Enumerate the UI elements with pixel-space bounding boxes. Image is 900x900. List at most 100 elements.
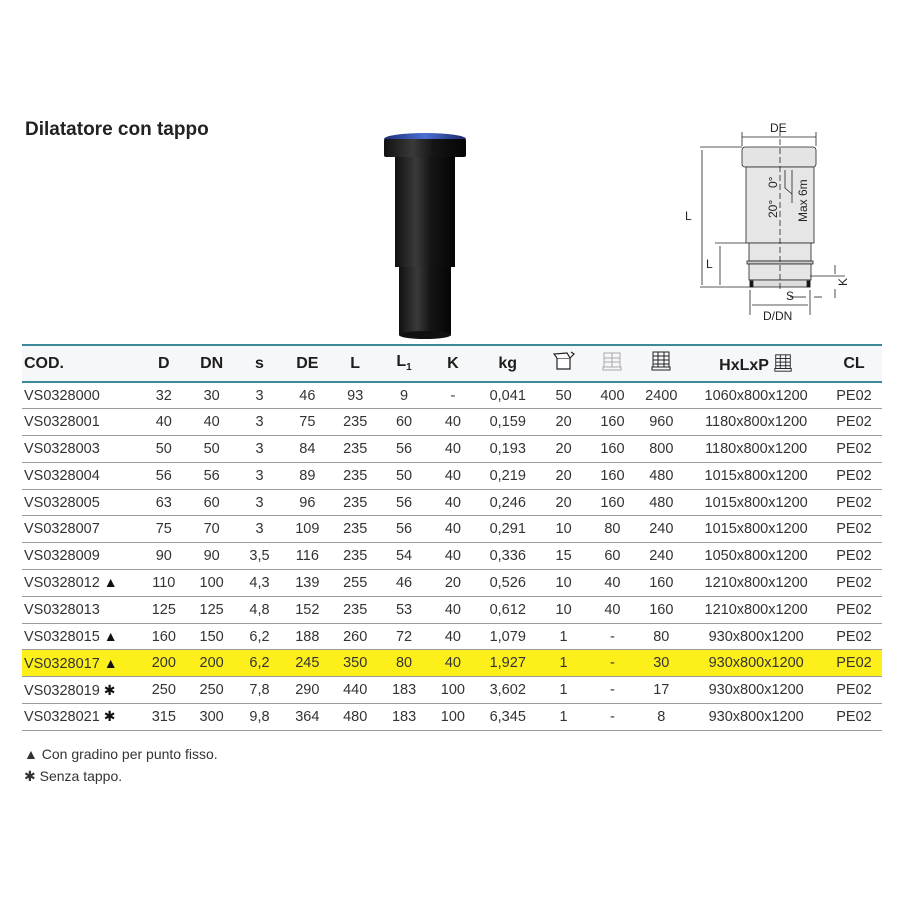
cell-l: 235 (343, 601, 368, 618)
cell-dn: 40 (203, 414, 220, 431)
cell-kg: 1,927 (489, 655, 526, 672)
cell-layer: 60 (604, 548, 621, 565)
cell-dn: 50 (203, 440, 220, 457)
cell-box: 1 (559, 655, 568, 672)
cell-k: 100 (440, 708, 465, 725)
cell-layer: 80 (604, 521, 621, 538)
cell-l: 235 (343, 414, 368, 431)
footnote-step: ▲ Con gradino per punto fisso. (24, 743, 218, 765)
cell-pallet: 80 (653, 628, 670, 645)
label-angle-20: 20° (766, 200, 780, 218)
table-row: VS0328003 50 50 3 84 235 56 40 0,193 20 160 800 1180… (22, 436, 882, 463)
table-row: VS0328012 ▲ 110 100 4,3 139 255 46 20 0,526 10 40 16… (22, 570, 882, 597)
product-code: VS0328000 (24, 387, 100, 404)
asterisk-icon: ✱ (24, 768, 36, 784)
cell-dn: 125 (199, 601, 224, 618)
header-hxlxp: HxLxP (686, 345, 826, 382)
cell-s: 6,2 (249, 628, 270, 645)
cell-de: 364 (295, 708, 320, 725)
cell-l: 480 (343, 708, 368, 725)
cell-l1: 183 (391, 708, 417, 725)
cell-l: 235 (343, 521, 368, 538)
cell-d: 315 (151, 708, 176, 725)
cell-hxlxp: 1060x800x1200 (704, 387, 808, 404)
cell-dn: 90 (203, 548, 220, 565)
table-row: VS0328021 ✱ 315 300 9,8 364 480 183 100 6,345 1 - 8 9… (22, 704, 882, 731)
cell-k: 40 (444, 494, 461, 511)
cell-cl: PE02 (836, 548, 872, 565)
cell-cl: PE02 (836, 414, 872, 431)
cell-s: 3 (255, 467, 264, 484)
cell-l: 235 (343, 494, 368, 511)
page-title: Dilatatore con tappo (25, 119, 209, 140)
cell-d: 63 (155, 494, 172, 511)
cell-layer: 40 (604, 601, 621, 618)
cell-l1: 46 (395, 574, 413, 591)
cell-kg: 0,246 (489, 494, 526, 511)
cell-cod: VS0328021 ✱ (22, 704, 140, 731)
cell-kg: 0,336 (489, 548, 526, 565)
cell-cl: PE02 (836, 521, 872, 538)
cell-hxlxp: 1015x800x1200 (704, 521, 808, 538)
cell-k: 40 (444, 655, 461, 672)
label-de: DE (770, 121, 787, 135)
cell-d: 50 (155, 440, 172, 457)
cell-box: 1 (559, 628, 568, 645)
cell-cod: VS0328012 ▲ (22, 570, 140, 597)
header-l: L (350, 354, 361, 372)
cell-cod: VS0328007 (22, 516, 140, 543)
product-code: VS0328001 (24, 414, 100, 431)
table-row: VS0328019 ✱ 250 250 7,8 290 440 183 100 3,602 1 - 17… (22, 677, 882, 704)
cell-kg: 0,291 (489, 521, 526, 538)
cell-kg: 0,041 (489, 387, 526, 404)
cell-cl: PE02 (836, 574, 872, 591)
cell-k: 40 (444, 521, 461, 538)
cell-de: 188 (295, 628, 320, 645)
cell-dn: 70 (203, 521, 220, 538)
table-row: VS0328013 125 125 4,8 152 235 53 40 0,612 10 40 160… (22, 596, 882, 624)
cell-cod: VS0328015 ▲ (22, 623, 140, 650)
cell-hxlxp: 930x800x1200 (708, 628, 804, 645)
cell-box: 10 (555, 601, 572, 618)
cell-de: 139 (295, 574, 320, 591)
cell-layer: 160 (600, 494, 625, 511)
cell-box: 20 (555, 440, 572, 457)
table-row: VS0328001 40 40 3 75 235 60 40 0,159 20 160 960 1180… (22, 409, 882, 436)
cell-l: 260 (343, 628, 368, 645)
cell-box: 10 (555, 574, 572, 591)
cell-d: 32 (155, 387, 172, 404)
header-hxlxp-text: HxLxP (719, 356, 769, 374)
product-code: VS0328015 (24, 629, 100, 646)
cell-k: 100 (440, 682, 465, 699)
header-l1: L1 (379, 345, 429, 382)
cell-l1: 72 (395, 628, 413, 645)
footnotes: ▲ Con gradino per punto fisso. ✱ Senza t… (24, 743, 218, 787)
product-code: VS0328003 (24, 440, 100, 457)
label-max: Max 6m (796, 179, 810, 222)
cell-dn: 30 (203, 387, 220, 404)
cell-layer: 160 (600, 440, 625, 457)
table-header: COD. D DN s DE L L1 K kg HxLxP CL (22, 345, 882, 382)
cell-dn: 100 (199, 574, 224, 591)
cell-l1: 183 (391, 682, 417, 699)
cell-pallet: 800 (649, 440, 674, 457)
cell-cl: PE02 (836, 655, 872, 672)
cell-pallet: 8 (657, 708, 666, 725)
cell-de: 75 (299, 414, 316, 431)
label-l: L (685, 209, 692, 223)
cell-pallet: 240 (649, 548, 674, 565)
cell-d: 110 (152, 574, 176, 591)
cell-box: 20 (555, 494, 572, 511)
cell-l: 255 (343, 574, 368, 591)
product-code: VS0328005 (24, 494, 100, 511)
cell-l1: 56 (395, 521, 413, 538)
cell-de: 290 (295, 682, 320, 699)
cell-cod: VS0328017 ▲ (22, 650, 140, 677)
cell-kg: 0,526 (489, 574, 526, 591)
cell-dn: 60 (203, 494, 220, 511)
cell-cl: PE02 (836, 494, 872, 511)
label-angle-0: 0° (766, 176, 780, 188)
cell-dn: 250 (199, 682, 224, 699)
cell-d: 200 (151, 655, 176, 672)
product-code: VS0328012 (24, 575, 100, 592)
